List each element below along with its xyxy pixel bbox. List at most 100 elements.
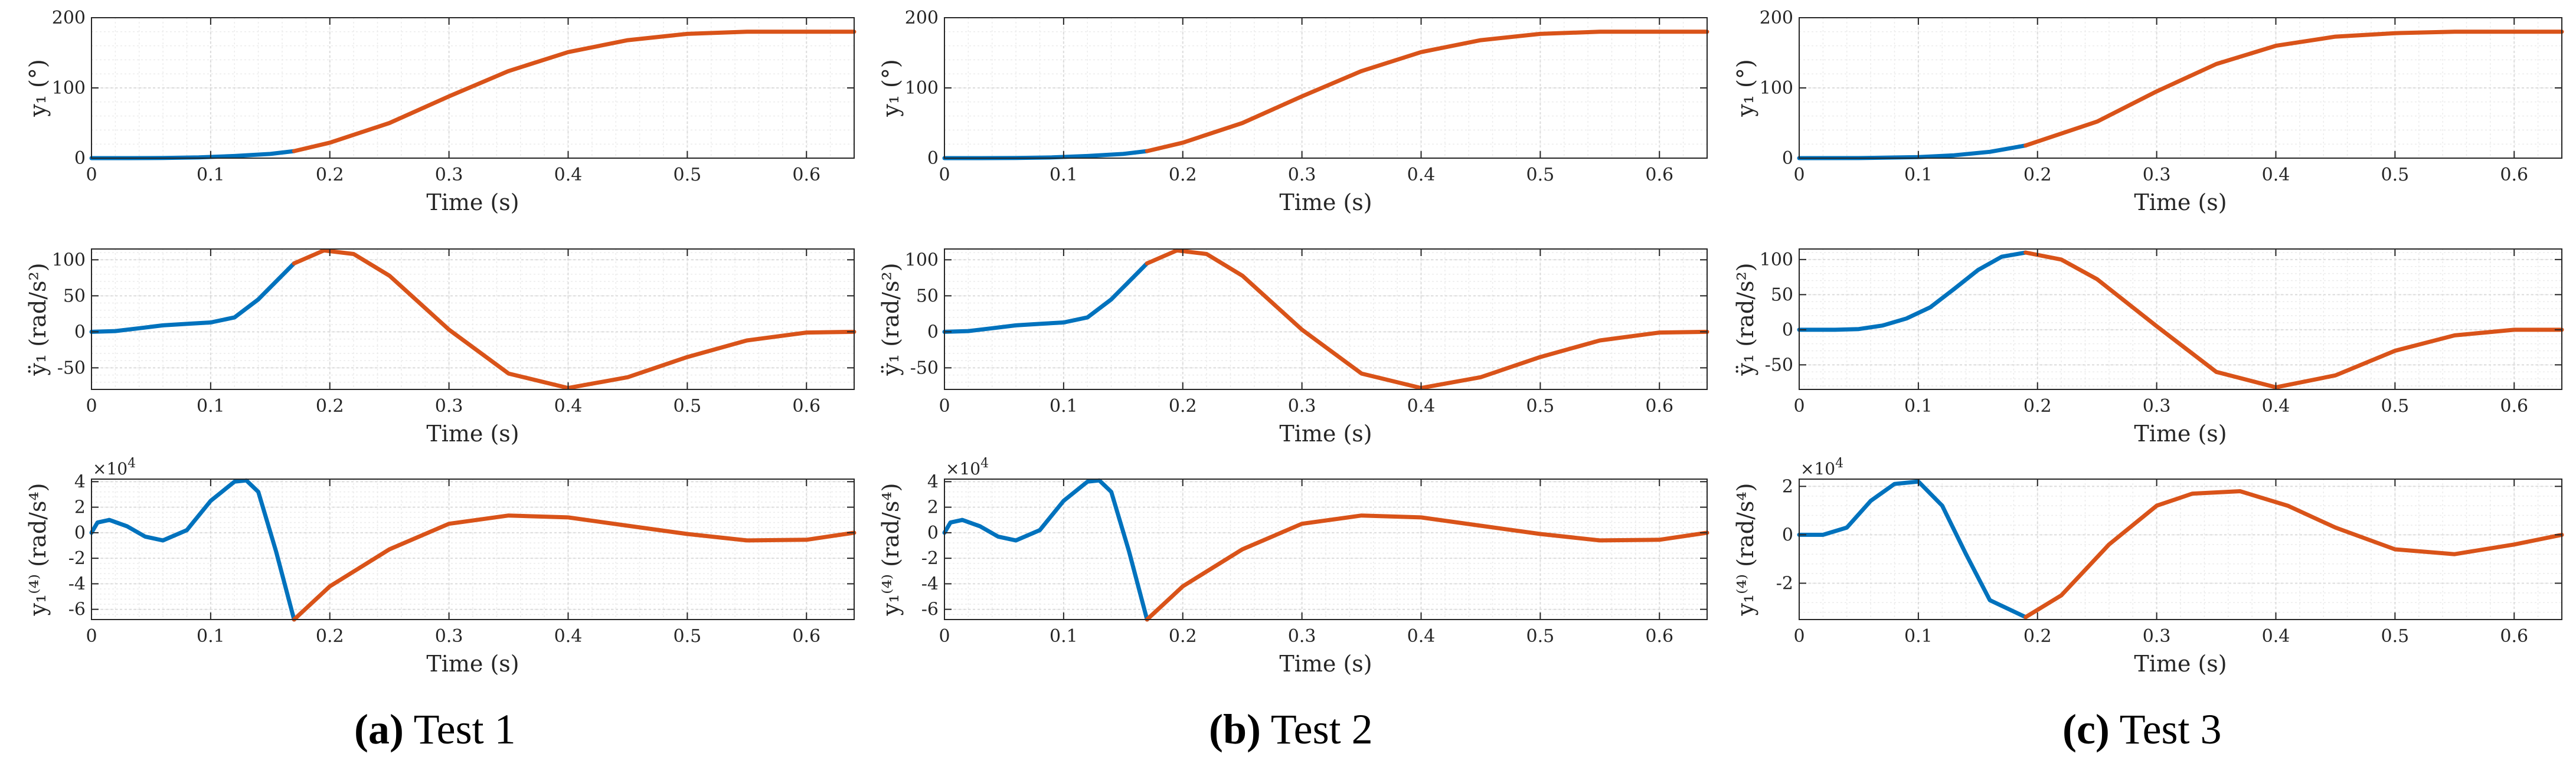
x-tick-label: 0.5 <box>2381 396 2410 417</box>
x-tick-label: 0.2 <box>1169 165 1197 185</box>
x-tick-label: 0.6 <box>1645 626 1673 647</box>
y-tick-label: 0 <box>1782 148 1793 169</box>
x-tick-label: 0.3 <box>2143 626 2171 647</box>
x-tick-label: 0.1 <box>1050 396 1078 417</box>
x-tick-label: 0.5 <box>674 165 702 185</box>
x-tick-label: 0.6 <box>1645 396 1673 417</box>
chart-c3: 0 0.1 0.2 0.3 0.4 0.5 0.6 -2 0 2 Time (s) y₁⁽⁴⁾ (ra… <box>1732 456 2564 677</box>
x-tick-label: 0 <box>1793 626 1804 647</box>
y-tick-label: -50 <box>910 358 939 378</box>
x-tick-label: 0.5 <box>1526 626 1555 647</box>
series-line-1 <box>89 478 296 622</box>
y-tick-label: 200 <box>905 8 939 28</box>
chart-c1: 0 0.1 0.2 0.3 0.4 0.5 0.6 0 100 200 Time (s) y₁ (°) <box>1732 8 2564 215</box>
x-tick-label: 0.1 <box>1050 165 1078 185</box>
axes-box <box>91 479 855 620</box>
y-axis-label: y₁ (°) <box>25 59 51 117</box>
y-tick-label: -50 <box>57 358 86 378</box>
x-tick-label: 0.5 <box>1526 165 1555 185</box>
x-tick-label: 0.3 <box>1288 165 1316 185</box>
axes-box <box>944 248 1708 390</box>
x-tick-label: 0.4 <box>2262 626 2290 647</box>
x-tick-label: 0.4 <box>554 165 583 185</box>
x-tick-label: 0.3 <box>435 165 463 185</box>
y-tick-label: -4 <box>921 574 939 594</box>
x-tick-label: 0.2 <box>2023 165 2052 185</box>
y-tick-label: 4 <box>927 471 939 492</box>
y-axis-label: y₁ (°) <box>878 59 904 117</box>
y-tick-label: 0 <box>927 523 939 543</box>
y-tick-label: -6 <box>68 599 86 620</box>
x-tick-label: 0.5 <box>674 626 702 647</box>
axis-multiplier-exponent: 4 <box>128 456 136 471</box>
y-tick-label: 0 <box>74 322 86 342</box>
axis-multiplier: ×104 <box>93 456 136 479</box>
x-tick-label: 0 <box>1793 396 1804 417</box>
y-axis-label: y₁⁽⁴⁾ (rad/s⁴) <box>1732 483 1758 616</box>
x-tick-label: 0.6 <box>2500 626 2528 647</box>
y-tick-label: 200 <box>52 8 86 28</box>
x-tick-label: 0.3 <box>2143 165 2171 185</box>
x-axis-label: Time (s) <box>426 189 519 215</box>
x-tick-label: 0 <box>939 165 950 185</box>
x-tick-label: 0.1 <box>1904 165 1933 185</box>
x-axis-label: Time (s) <box>2134 651 2227 677</box>
axis-multiplier: ×104 <box>1800 456 1843 479</box>
caption-text-b: Test 2 <box>1270 706 1373 753</box>
x-tick-label: 0 <box>86 626 97 647</box>
series-line-2 <box>1145 30 1709 153</box>
x-tick-label: 0.5 <box>2381 165 2410 185</box>
x-tick-label: 0.3 <box>2143 396 2171 417</box>
x-tick-label: 0.3 <box>435 626 463 647</box>
x-tick-label: 0.4 <box>1407 396 1436 417</box>
x-tick-label: 0.6 <box>792 396 820 417</box>
y-tick-label: 4 <box>74 471 86 492</box>
y-tick-label: 50 <box>916 286 939 306</box>
y-tick-label: 0 <box>1782 525 1793 545</box>
caption-letter-c: (c) <box>2062 706 2110 753</box>
series-line-2 <box>1145 248 1709 391</box>
x-tick-label: 0.4 <box>554 626 583 647</box>
chart-a1: 0 0.1 0.2 0.3 0.4 0.5 0.6 0 100 200 Time (s) y₁ (°) <box>25 8 857 215</box>
x-tick-label: 0.1 <box>1050 626 1078 647</box>
y-axis-label: y₁ (°) <box>1732 59 1758 117</box>
series-line-2 <box>292 513 857 622</box>
caption-text-c: Test 3 <box>2119 706 2222 753</box>
series-line-1 <box>1797 479 2028 620</box>
caption-letter-a: (a) <box>354 706 404 753</box>
x-tick-label: 0.6 <box>792 626 820 647</box>
x-tick-label: 0.1 <box>197 626 225 647</box>
y-tick-label: 2 <box>1782 476 1793 497</box>
axes-box <box>1799 479 2562 620</box>
caption-test-2: (b) Test 2 <box>1209 705 1373 754</box>
caption-test-3: (c) Test 3 <box>2062 705 2222 754</box>
x-tick-label: 0.6 <box>792 165 820 185</box>
x-tick-label: 0.5 <box>2381 626 2410 647</box>
y-axis-label: ÿ₁ (rad/s²) <box>1732 263 1758 376</box>
axes-box <box>944 479 1708 620</box>
chart-b1: 0 0.1 0.2 0.3 0.4 0.5 0.6 0 100 200 Time (s) y₁ (°) <box>878 8 1709 215</box>
caption-test-1: (a) Test 1 <box>354 705 516 754</box>
y-tick-label: 200 <box>1760 8 1793 28</box>
y-tick-label: 100 <box>1760 250 1793 270</box>
axis-multiplier-exponent: 4 <box>1835 456 1843 471</box>
x-tick-label: 0.4 <box>2262 165 2290 185</box>
x-tick-label: 0 <box>1793 165 1804 185</box>
y-tick-label: 100 <box>52 78 86 99</box>
y-tick-label: 100 <box>1760 78 1793 99</box>
y-tick-label: -6 <box>921 599 939 620</box>
x-axis-label: Time (s) <box>426 421 519 447</box>
x-axis-label: Time (s) <box>2134 189 2227 215</box>
y-tick-label: 100 <box>905 250 939 270</box>
series-line-1 <box>1797 143 2028 160</box>
x-axis-label: Time (s) <box>1279 421 1372 447</box>
chart-c2: 0 0.1 0.2 0.3 0.4 0.5 0.6 -50 0 50 100 Time (s) ÿ₁ (… <box>1732 248 2564 447</box>
x-tick-label: 0.1 <box>197 396 225 417</box>
y-tick-label: 0 <box>74 148 86 169</box>
y-tick-label: 100 <box>52 250 86 270</box>
x-tick-label: 0.2 <box>2023 396 2052 417</box>
x-tick-label: 0 <box>939 626 950 647</box>
chart-a3: 0 0.1 0.2 0.3 0.4 0.5 0.6 -6 -4 -2 0 2 4 Time (s) y₁⁽⁴… <box>25 456 857 677</box>
